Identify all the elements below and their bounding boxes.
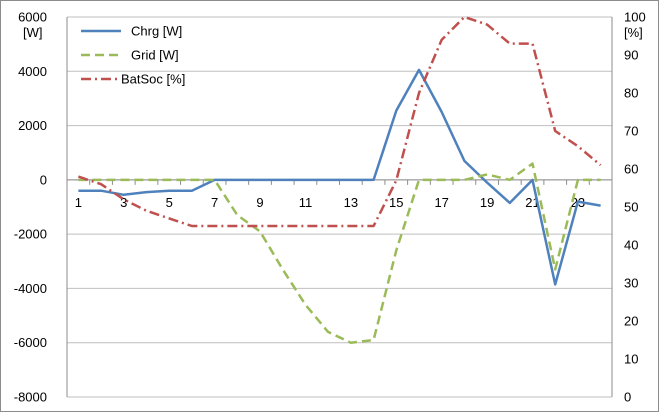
y-right-tick-label: 100 (624, 10, 646, 25)
y-right-tick-label: 20 (624, 314, 638, 329)
x-tick-label: 11 (299, 195, 313, 210)
x-tick-label: 3 (120, 195, 127, 210)
y-right-tick-label: 10 (624, 352, 638, 367)
series-line-chrg-w (78, 68, 601, 286)
x-tick-label: 5 (166, 195, 173, 210)
y-right-tick-label: 0 (624, 390, 631, 405)
y-left-tick-label: -6000 (14, 335, 47, 350)
y-right-tick-label: 60 (624, 162, 638, 177)
y-right-tick-label: 70 (624, 124, 638, 139)
y-left-tick-label: 0 (40, 172, 47, 187)
legend-label: Chrg [W] (131, 24, 182, 39)
y-right-unit-label: [%] (624, 25, 643, 40)
series-lines (78, 15, 602, 344)
x-tick-label: 9 (256, 195, 263, 210)
y-right-tick-label: 30 (624, 276, 638, 291)
legend: Chrg [W] Grid [W] BatSoc [%] (81, 24, 185, 87)
x-tick-label: 17 (434, 195, 448, 210)
axes: 6000400020000-2000-4000-6000-80001009080… (14, 10, 646, 405)
legend-label: BatSoc [%] (121, 72, 185, 87)
x-tick-label: 19 (480, 195, 494, 210)
x-tick-label: 1 (75, 195, 82, 210)
y-left-tick-label: 4000 (18, 64, 47, 79)
y-right-tick-label: 50 (624, 200, 638, 215)
y-left-tick-label: -4000 (14, 281, 47, 296)
series-line-grid-w (78, 162, 601, 344)
y-left-tick-label: 2000 (18, 118, 47, 133)
y-left-unit-label: [W] (23, 25, 43, 40)
y-left-tick-label: -8000 (14, 390, 47, 405)
y-left-tick-label: -2000 (14, 227, 47, 242)
y-right-tick-label: 80 (624, 86, 638, 101)
legend-label: Grid [W] (131, 48, 179, 63)
x-tick-label: 13 (344, 195, 358, 210)
y-right-tick-label: 90 (624, 48, 638, 63)
series-line-batsoc (78, 15, 602, 228)
x-tick-label: 15 (389, 195, 403, 210)
y-left-tick-label: 6000 (18, 10, 47, 25)
x-tick-label: 7 (211, 195, 218, 210)
y-right-tick-label: 40 (624, 238, 638, 253)
